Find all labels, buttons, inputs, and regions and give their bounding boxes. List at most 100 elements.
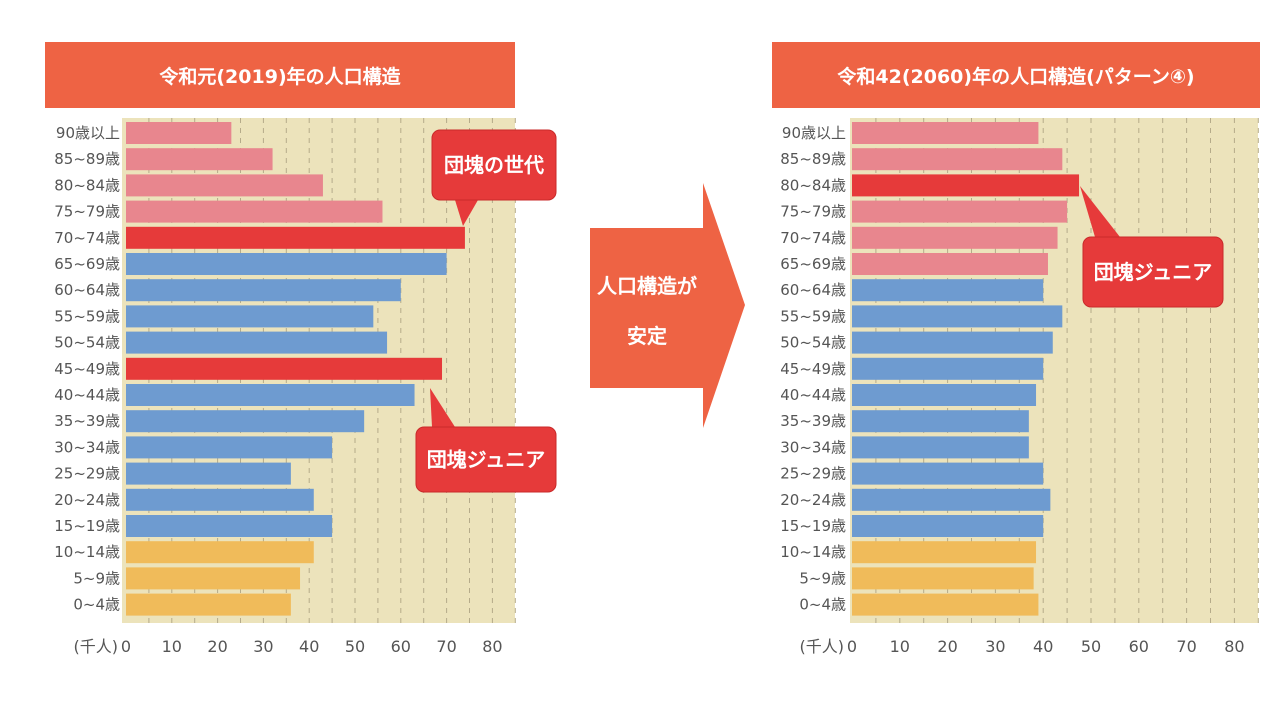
- chart-title: 令和42(2060)年の人口構造(パターン④): [837, 65, 1194, 88]
- category-label: 55~59歳: [780, 307, 846, 325]
- category-label: 60~64歳: [54, 281, 120, 299]
- bar-75~79歳: [126, 200, 383, 223]
- arrow-text-line1: 人口構造が: [597, 274, 697, 298]
- bar-85~89歳: [852, 148, 1063, 171]
- bar-10~14歳: [126, 541, 314, 564]
- callout-box: [415, 426, 557, 493]
- bar-20~24歳: [852, 488, 1051, 511]
- category-label: 20~24歳: [780, 491, 846, 509]
- callout-pointer: [455, 200, 478, 226]
- bar-50~54歳: [852, 331, 1053, 354]
- bar-30~34歳: [852, 436, 1029, 459]
- category-label: 25~29歳: [780, 465, 846, 483]
- category-label: 25~29歳: [54, 465, 120, 483]
- category-label: 75~79歳: [54, 203, 120, 221]
- arrow-shape: [590, 183, 745, 428]
- category-label: 70~74歳: [780, 229, 846, 247]
- category-label: 90歳以上: [56, 124, 120, 142]
- bar-45~49歳: [126, 357, 443, 380]
- category-label: 5~9歳: [73, 569, 120, 587]
- category-label: 45~49歳: [780, 360, 846, 378]
- bar-60~64歳: [852, 279, 1044, 302]
- bar-85~89歳: [126, 148, 273, 171]
- bar-70~74歳: [852, 226, 1058, 249]
- bar-35~39歳: [126, 410, 365, 433]
- bar-20~24歳: [126, 488, 314, 511]
- bar-65~69歳: [126, 253, 447, 275]
- callout-text: 団塊の世代: [444, 153, 544, 177]
- x-tick-label: 30: [985, 637, 1005, 656]
- bar-50~54歳: [126, 331, 388, 354]
- x-tick-label: 70: [436, 637, 456, 656]
- bar-25~29歳: [852, 462, 1044, 485]
- arrow-text-line2: 安定: [627, 324, 667, 348]
- category-label: 85~89歳: [54, 150, 120, 168]
- bar-45~49歳: [852, 357, 1044, 380]
- category-label: 70~74歳: [54, 229, 120, 247]
- category-label: 50~54歳: [54, 334, 120, 352]
- x-tick-label: 10: [890, 637, 910, 656]
- category-label: 80~84歳: [780, 176, 846, 194]
- transition-arrow: 人口構造が 安定: [590, 183, 745, 428]
- bar-80~84歳: [126, 174, 323, 197]
- category-label: 40~44歳: [780, 386, 846, 404]
- x-tick-label: 80: [1224, 637, 1244, 656]
- chart-title-bar: [45, 42, 515, 108]
- x-unit-label: (千人): [800, 637, 845, 656]
- category-label: 80~84歳: [54, 176, 120, 194]
- callout-box: [431, 129, 557, 201]
- chart-title-bar: [772, 42, 1260, 108]
- bar-80~84歳: [852, 174, 1080, 197]
- bar-75~79歳: [852, 200, 1068, 223]
- callout-text: 団塊ジュニア: [1094, 260, 1213, 284]
- category-label: 40~44歳: [54, 386, 120, 404]
- bar-90歳以上: [126, 122, 232, 144]
- x-unit-label: (千人): [74, 637, 119, 656]
- bar-55~59歳: [852, 305, 1063, 328]
- category-label: 35~39歳: [54, 412, 120, 430]
- callout-pointer: [430, 388, 455, 427]
- bar-40~44歳: [126, 384, 415, 406]
- x-tick-label: 40: [1033, 637, 1053, 656]
- category-label: 5~9歳: [799, 569, 846, 587]
- x-tick-label: 50: [1081, 637, 1101, 656]
- x-tick-label: 70: [1176, 637, 1196, 656]
- category-label: 30~34歳: [780, 438, 846, 456]
- bar-60~64歳: [126, 279, 401, 302]
- category-label: 10~14歳: [54, 543, 120, 561]
- bar-10~14歳: [852, 541, 1037, 564]
- category-label: 10~14歳: [780, 543, 846, 561]
- x-tick-label: 20: [937, 637, 957, 656]
- category-label: 15~19歳: [780, 517, 846, 535]
- bar-55~59歳: [126, 305, 374, 328]
- bar-25~29歳: [126, 462, 291, 485]
- callout-box: [1082, 236, 1224, 308]
- category-label: 75~79歳: [780, 203, 846, 221]
- chart-title: 令和元(2019)年の人口構造: [159, 65, 401, 88]
- category-label: 60~64歳: [780, 281, 846, 299]
- x-tick-label: 40: [299, 637, 319, 656]
- category-label: 30~34歳: [54, 438, 120, 456]
- category-label: 20~24歳: [54, 491, 120, 509]
- category-label: 15~19歳: [54, 517, 120, 535]
- category-label: 50~54歳: [780, 334, 846, 352]
- bar-35~39歳: [852, 410, 1029, 433]
- category-label: 85~89歳: [780, 150, 846, 168]
- bar-40~44歳: [852, 384, 1037, 406]
- x-tick-label: 0: [121, 637, 131, 656]
- chart-1: 令和42(2060)年の人口構造(パターン④) 90歳以上 85~89歳 80~84歳…: [772, 42, 1260, 656]
- bar-0~4歳: [126, 593, 291, 616]
- x-tick-label: 20: [207, 637, 227, 656]
- x-tick-label: 60: [1129, 637, 1149, 656]
- callout-text: 団塊ジュニア: [427, 448, 546, 472]
- category-label: 35~39歳: [780, 412, 846, 430]
- bar-15~19歳: [852, 515, 1044, 537]
- bar-30~34歳: [126, 436, 333, 459]
- x-tick-label: 30: [253, 637, 273, 656]
- bar-70~74歳: [126, 226, 465, 249]
- category-label: 0~4歳: [73, 596, 120, 614]
- bar-5~9歳: [852, 567, 1034, 590]
- x-tick-label: 60: [391, 637, 411, 656]
- category-label: 65~69歳: [780, 255, 846, 273]
